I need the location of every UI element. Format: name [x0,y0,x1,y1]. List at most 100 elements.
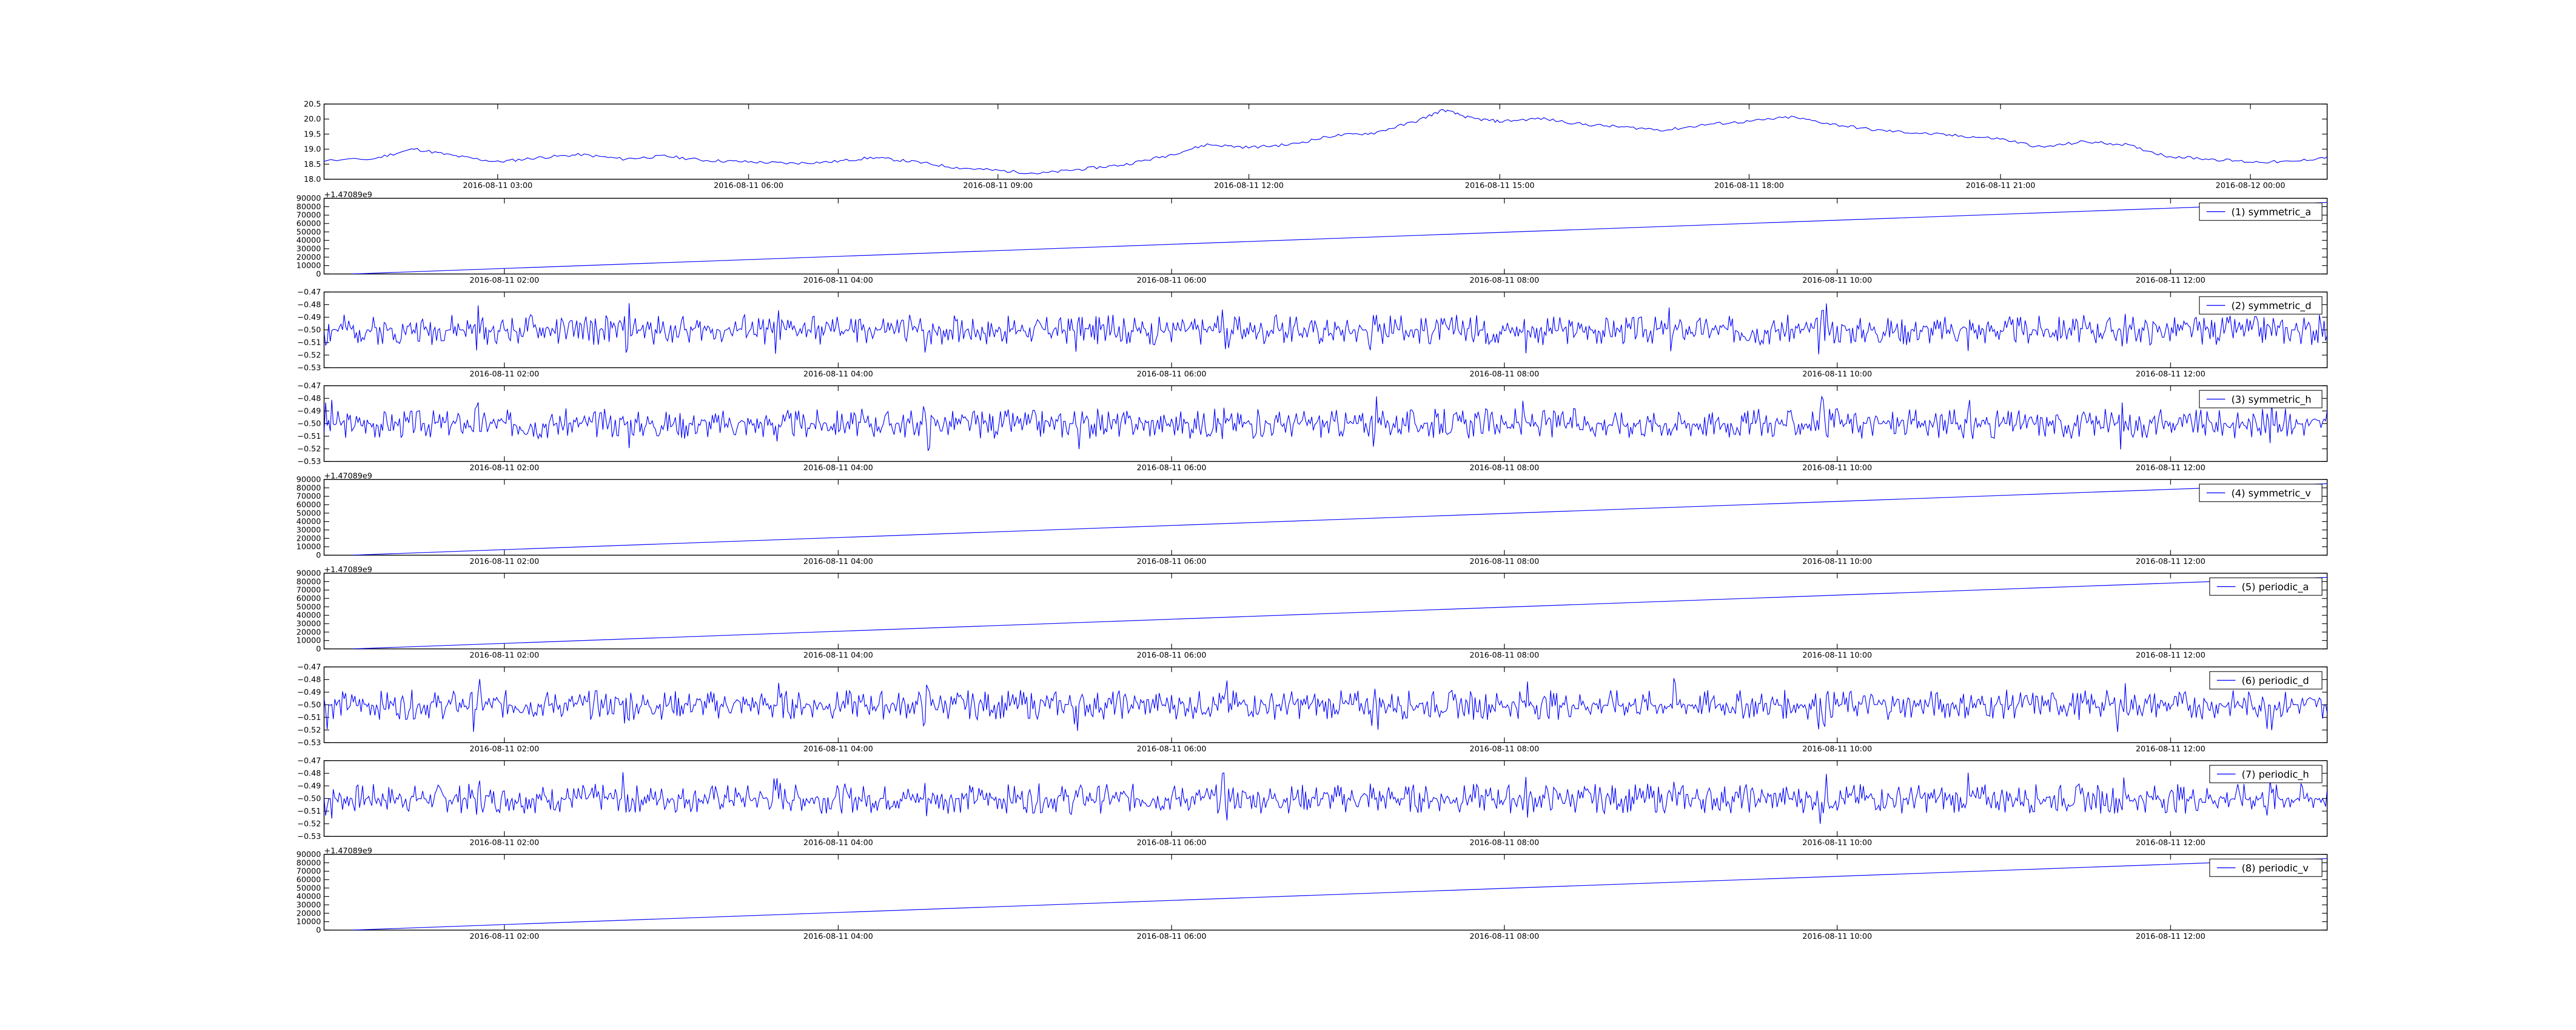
y-tick-label: 90000 [296,194,321,203]
panel-1: 18.0 18.5 19.0 19.5 20.0 20.5 2016-08-11 03:00… [304,99,2328,190]
x-tick-label: 2016-08-11 15:00 [1465,181,1534,190]
y-tick-label: −0.53 [297,457,321,466]
y-tick-label: −0.48 [297,769,321,778]
y-tick-label: 10000 [296,636,321,645]
legend: (5) periodic_a [2209,577,2323,596]
y-tick-label: 20000 [296,908,321,918]
y-tick-label: 40000 [296,517,321,526]
x-tick-label: 2016-08-11 12:00 [2136,744,2205,753]
y-tick-label: 80000 [296,577,321,586]
y-tick-label: 50000 [296,227,321,236]
y-tick-label: 60000 [296,500,321,509]
y-tick-label: 90000 [296,475,321,484]
y-tick-label: −0.52 [297,726,321,735]
y-tick-label: 20000 [296,627,321,637]
x-tick-label: 2016-08-11 08:00 [1469,369,1539,379]
y-tick-label: 50000 [296,883,321,892]
y-tick-label: 10000 [296,917,321,926]
panel-2: 0100002000030000400005000060000700008000… [296,190,2328,285]
legend-label: (3) symmetric_h [2231,394,2311,405]
x-tick-label: 2016-08-11 04:00 [803,932,873,941]
y-tick-label: 30000 [296,619,321,628]
x-tick-label: 2016-08-11 06:00 [1137,650,1206,660]
y-tick-label: 40000 [296,236,321,245]
y-tick-label: 50000 [296,508,321,518]
y-tick-label: 19.0 [304,145,321,154]
y-tick-label: −0.47 [297,381,321,390]
x-tick-label: 2016-08-11 12:00 [2136,369,2205,379]
panel-4: −0.53 −0.52 −0.51 −0.50 −0.49 −0.48 −0.47 2016-… [297,381,2328,472]
series-line [351,577,2327,649]
y-tick-label: 60000 [296,594,321,603]
series-line [351,483,2327,555]
x-tick-label: 2016-08-11 06:00 [1137,463,1206,472]
x-tick-label: 2016-08-11 02:00 [469,650,539,660]
y-tick-label: 10000 [296,261,321,270]
x-tick-label: 2016-08-11 12:00 [1214,181,1283,190]
y-tick-label: 90000 [296,850,321,859]
y-tick-label: 19.5 [304,129,321,139]
x-tick-label: 2016-08-11 04:00 [803,276,873,285]
y-tick-label: −0.50 [297,419,321,428]
y-tick-label: 80000 [296,202,321,211]
x-tick-label: 2016-08-11 04:00 [803,369,873,379]
plot-frame [324,104,2328,180]
y-tick-label: −0.52 [297,444,321,454]
x-tick-label: 2016-08-11 02:00 [469,369,539,379]
plot-frame [324,573,2328,649]
legend: (8) periodic_v [2209,859,2323,877]
x-tick-label: 2016-08-11 02:00 [469,744,539,753]
x-tick-label: 2016-08-11 12:00 [2136,276,2205,285]
x-tick-label: 2016-08-12 00:00 [2215,181,2285,190]
x-tick-label: 2016-08-11 10:00 [1802,276,1872,285]
panel-6: 0100002000030000400005000060000700008000… [296,565,2328,660]
y-tick-label: −0.50 [297,700,321,710]
x-tick-label: 2016-08-11 12:00 [2136,932,2205,941]
y-tick-label: 30000 [296,244,321,253]
y-tick-label: −0.49 [297,688,321,697]
y-tick-label: −0.51 [297,338,321,347]
x-tick-label: 2016-08-11 10:00 [1802,650,1872,660]
panel-5: 0100002000030000400005000060000700008000… [296,471,2328,566]
plot-frame [324,854,2328,931]
y-tick-label: −0.52 [297,351,321,360]
x-tick-label: 2016-08-11 02:00 [469,276,539,285]
y-tick-label: 0 [316,551,321,560]
panel-9: 0100002000030000400005000060000700008000… [296,846,2328,941]
y-tick-label: 40000 [296,611,321,620]
y-tick-label: 10000 [296,542,321,552]
x-tick-label: 2016-08-11 21:00 [1965,181,2035,190]
legend-label: (7) periodic_h [2242,769,2309,780]
legend: (6) periodic_d [2209,671,2323,690]
x-tick-label: 2016-08-11 08:00 [1469,932,1539,941]
x-tick-label: 2016-08-11 06:00 [1137,744,1206,753]
x-tick-label: 2016-08-11 08:00 [1469,557,1539,566]
y-tick-label: −0.53 [297,738,321,747]
x-tick-label: 2016-08-11 08:00 [1469,838,1539,847]
y-tick-label: 20000 [296,252,321,262]
y-tick-label: 50000 [296,602,321,611]
y-tick-label: 40000 [296,892,321,901]
x-tick-label: 2016-08-11 08:00 [1469,276,1539,285]
y-tick-label: 70000 [296,211,321,220]
legend-label: (8) periodic_v [2242,863,2309,874]
x-tick-label: 2016-08-11 08:00 [1469,650,1539,660]
y-tick-label: 0 [316,644,321,654]
x-tick-label: 2016-08-11 02:00 [469,557,539,566]
x-tick-label: 2016-08-11 09:00 [963,181,1032,190]
legend-label: (5) periodic_a [2242,581,2309,593]
y-tick-label: 90000 [296,569,321,578]
x-tick-label: 2016-08-11 04:00 [803,744,873,753]
y-tick-label: 70000 [296,867,321,876]
series-line [324,678,2327,732]
y-tick-label: −0.52 [297,819,321,829]
offset-text: +1.47089e9 [324,565,372,574]
x-tick-label: 2016-08-11 12:00 [2136,650,2205,660]
legend: (1) symmetric_a [2199,202,2323,221]
x-tick-label: 2016-08-11 18:00 [1714,181,1784,190]
legend-label: (2) symmetric_d [2231,300,2311,312]
series-line [351,858,2327,930]
offset-text: +1.47089e9 [324,190,372,199]
x-tick-label: 2016-08-11 08:00 [1469,744,1539,753]
